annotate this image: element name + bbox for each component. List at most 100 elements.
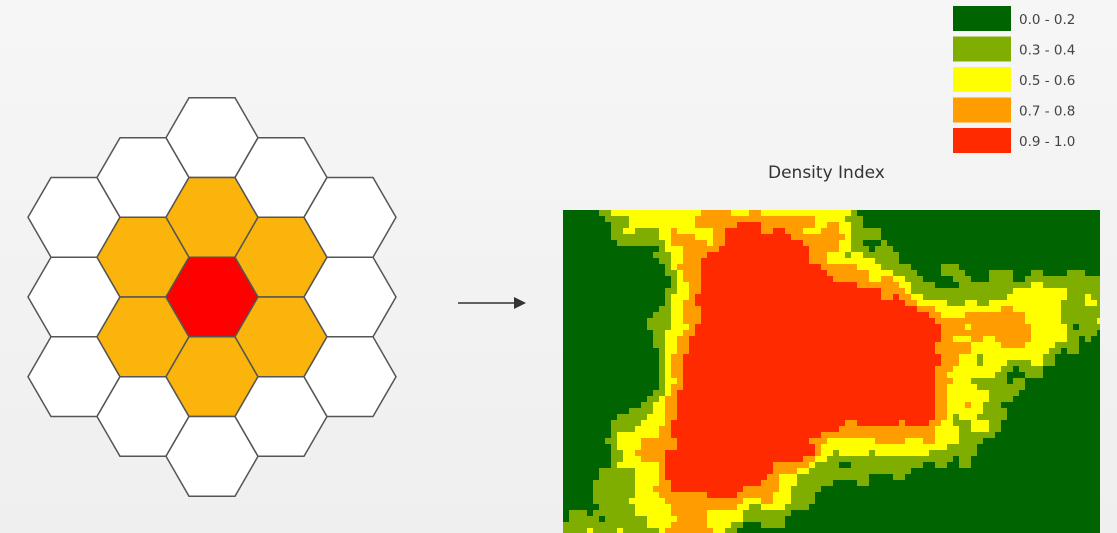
density-cell xyxy=(875,348,882,355)
density-cell xyxy=(719,486,726,493)
density-cell xyxy=(905,492,912,499)
density-cell xyxy=(743,306,750,313)
density-cell xyxy=(815,462,822,469)
density-cell xyxy=(593,522,600,529)
density-cell xyxy=(911,498,918,505)
density-cell xyxy=(983,372,990,379)
density-cell xyxy=(953,438,960,445)
density-cell xyxy=(665,342,672,349)
density-cell xyxy=(689,264,696,271)
density-cell xyxy=(779,252,786,259)
density-cell xyxy=(1013,390,1020,397)
density-cell xyxy=(1091,426,1098,433)
density-cell xyxy=(1001,294,1008,301)
density-cell xyxy=(641,498,648,505)
density-cell xyxy=(857,378,864,385)
density-cell xyxy=(821,240,828,247)
density-cell xyxy=(1007,504,1014,511)
density-cell xyxy=(755,408,762,415)
density-cell xyxy=(977,360,984,367)
density-cell xyxy=(1085,480,1092,487)
density-cell xyxy=(1037,498,1044,505)
density-cell xyxy=(815,414,822,421)
density-cell xyxy=(815,348,822,355)
density-cell xyxy=(845,414,852,421)
density-cell xyxy=(779,432,786,439)
density-cell xyxy=(1031,300,1038,307)
density-cell xyxy=(635,330,642,337)
density-cell xyxy=(563,234,570,241)
density-cell xyxy=(929,270,936,277)
density-cell xyxy=(1013,318,1020,325)
density-cell xyxy=(731,510,738,517)
density-cell xyxy=(755,372,762,379)
density-cell xyxy=(815,216,822,223)
density-cell xyxy=(1073,282,1080,289)
density-cell xyxy=(803,354,810,361)
density-cell xyxy=(797,288,804,295)
density-cell xyxy=(893,222,900,229)
density-cell xyxy=(671,468,678,475)
density-cell xyxy=(695,300,702,307)
density-cell xyxy=(599,462,606,469)
density-cell xyxy=(653,384,660,391)
density-cell xyxy=(821,312,828,319)
density-cell xyxy=(833,234,840,241)
density-cell xyxy=(809,462,816,469)
density-cell xyxy=(731,390,738,397)
density-cell xyxy=(629,456,636,463)
density-cell xyxy=(707,468,714,475)
density-cell xyxy=(797,450,804,457)
density-cell xyxy=(683,450,690,457)
density-cell xyxy=(1055,300,1062,307)
density-cell xyxy=(1049,456,1056,463)
density-cell xyxy=(887,342,894,349)
density-cell xyxy=(941,498,948,505)
density-cell xyxy=(665,450,672,457)
density-cell xyxy=(779,468,786,475)
density-cell xyxy=(1025,264,1032,271)
density-cell xyxy=(791,402,798,409)
density-cell xyxy=(1097,336,1100,343)
density-cell xyxy=(647,462,654,469)
density-cell xyxy=(593,462,600,469)
density-cell xyxy=(833,264,840,271)
density-cell xyxy=(617,474,624,481)
density-cell xyxy=(641,234,648,241)
density-cell xyxy=(653,408,660,415)
density-cell xyxy=(689,252,696,259)
density-cell xyxy=(755,216,762,223)
density-cell xyxy=(647,330,654,337)
density-cell xyxy=(689,438,696,445)
density-cell xyxy=(899,240,906,247)
density-cell xyxy=(773,300,780,307)
density-cell xyxy=(569,396,576,403)
density-cell xyxy=(731,360,738,367)
density-cell xyxy=(623,210,630,217)
density-cell xyxy=(593,264,600,271)
density-cell xyxy=(845,270,852,277)
density-cell xyxy=(1061,294,1068,301)
density-cell xyxy=(1001,450,1008,457)
density-cell xyxy=(689,378,696,385)
density-cell xyxy=(1067,282,1074,289)
density-cell xyxy=(1025,528,1032,533)
density-cell xyxy=(647,366,654,373)
density-cell xyxy=(683,342,690,349)
density-cell xyxy=(1019,276,1026,283)
density-cell xyxy=(623,306,630,313)
density-cell xyxy=(725,228,732,235)
density-cell xyxy=(1097,384,1100,391)
density-cell xyxy=(671,276,678,283)
density-cell xyxy=(1043,294,1050,301)
density-cell xyxy=(671,210,678,217)
density-cell xyxy=(1085,498,1092,505)
density-cell xyxy=(659,306,666,313)
density-cell xyxy=(677,210,684,217)
density-cell xyxy=(677,324,684,331)
density-cell xyxy=(665,222,672,229)
density-cell xyxy=(599,294,606,301)
density-cell xyxy=(593,366,600,373)
density-cell xyxy=(803,486,810,493)
density-cell xyxy=(1073,492,1080,499)
